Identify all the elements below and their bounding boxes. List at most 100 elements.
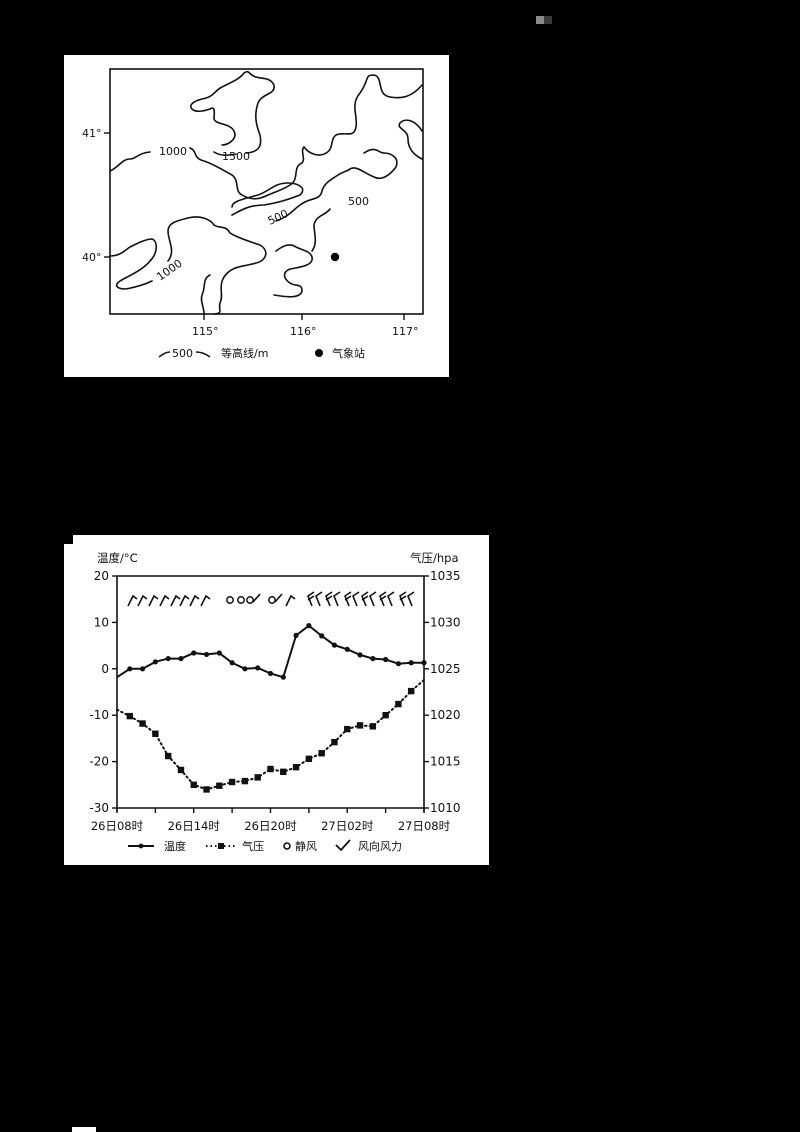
- right-axis-title: 气压/hpa: [410, 551, 459, 565]
- temperature-point: [229, 660, 235, 666]
- temperature-pressure-chart: 温度/°C 气压/hpa 20 10 0 -10 -20 -30 1035 1030 1025 1…: [89, 551, 460, 853]
- pressure-point: [228, 778, 236, 786]
- chart-series: [116, 623, 427, 793]
- temperature-point: [139, 666, 146, 672]
- wind-barb-icon: [179, 594, 190, 607]
- temperature-point: [293, 632, 299, 638]
- x-tick-label: 26日14时: [168, 819, 221, 833]
- lon-label-117: 117°: [392, 325, 419, 338]
- temperature-point: [216, 650, 222, 656]
- pressure-point: [344, 725, 351, 733]
- temperature-point: [203, 651, 210, 658]
- legend-calm-wind: 静风: [295, 839, 317, 853]
- temperature-point: [165, 655, 171, 662]
- x-tick-label: 27日02时: [321, 819, 374, 833]
- wind-barbs-row: [127, 591, 415, 607]
- pressure-line: [116, 678, 425, 791]
- wind-barb-icon: [325, 591, 341, 607]
- temperature-point: [395, 661, 402, 667]
- pressure-point: [292, 763, 300, 771]
- wind-barb-icon: [344, 591, 360, 607]
- pressure-point: [241, 777, 249, 785]
- legend-temperature: 温度: [164, 839, 186, 853]
- calm-wind-icon: [283, 842, 291, 850]
- wind-barb-icon: [137, 594, 148, 607]
- pressure-point: [331, 738, 338, 746]
- wind-barb-icon: [268, 593, 283, 604]
- temperature-point: [306, 623, 312, 629]
- pressure-point: [177, 766, 185, 774]
- pressure-point: [408, 687, 415, 695]
- temperature-point: [408, 660, 414, 666]
- pressure-point: [152, 730, 159, 737]
- right-tick-label: 1020: [430, 708, 461, 722]
- x-tick-label: 27日08时: [398, 819, 451, 833]
- weather-station-marker: [330, 252, 340, 262]
- right-tick-label: 1035: [430, 569, 461, 583]
- map-legend: 500 等高线/m 气象站: [158, 346, 365, 360]
- left-tick-label: -20: [89, 755, 109, 769]
- left-tick-label: 20: [94, 569, 109, 583]
- temperature-line: [116, 624, 424, 679]
- pressure-point: [126, 712, 133, 720]
- contour-label-500-east: 500: [348, 195, 369, 208]
- lat-label-41: 41°: [82, 127, 102, 140]
- pressure-point: [203, 786, 210, 793]
- legend-pressure: 气压: [242, 839, 264, 853]
- left-tick-label: 0: [101, 662, 109, 676]
- temperature-point: [357, 652, 363, 658]
- calm-wind-icon: [237, 596, 245, 604]
- temperature-point: [383, 656, 389, 663]
- wind-barb-icon: [285, 594, 296, 607]
- thumbnail-marker-dark: [544, 16, 552, 24]
- left-tick-label: -30: [89, 801, 109, 815]
- lon-label-116: 116°: [290, 325, 317, 338]
- legend-wind-direction-force: 风向风力: [358, 839, 402, 853]
- pressure-point: [369, 723, 377, 730]
- temperature-point: [242, 666, 248, 672]
- pressure-point: [356, 722, 364, 729]
- thumbnail-marker-light: [536, 16, 544, 24]
- temperature-point: [152, 659, 158, 665]
- wind-barb-icon: [148, 594, 159, 607]
- chart-axes: 20 10 0 -10 -20 -30 1035 1030 1025 1020 1015 1010 26…: [89, 569, 460, 833]
- temperature-point: [255, 665, 261, 671]
- contour-sample-icon: [158, 351, 171, 358]
- pressure-point: [305, 755, 313, 763]
- contour-lines: [109, 70, 423, 315]
- wind-barb-icon: [246, 593, 261, 604]
- wind-barb-icon: [200, 594, 211, 607]
- temperature-point: [331, 642, 338, 648]
- contour-label-1000-south: 1000: [154, 257, 184, 284]
- legend-station-label: 气象站: [332, 346, 365, 360]
- temperature-point: [370, 655, 376, 662]
- pressure-point: [254, 774, 261, 781]
- pressure-point: [395, 700, 402, 708]
- pressure-point: [190, 781, 197, 788]
- wind-barb-icon: [170, 594, 181, 607]
- pressure-point: [164, 752, 172, 760]
- wind-barb-icon: [307, 591, 323, 607]
- wind-barb-icon: [159, 594, 170, 607]
- pressure-point: [280, 768, 287, 776]
- pressure-point: [216, 782, 223, 789]
- contour-label-1000-north: 1000: [159, 145, 187, 158]
- page-bottom-marker: [72, 1127, 96, 1132]
- legend-contour-sample-value: 500: [172, 347, 193, 360]
- contour-label-1500: 1500: [222, 150, 250, 163]
- topographic-map-figure: 41° 40° 115° 116° 117°: [64, 55, 449, 377]
- wind-barb-icon: [399, 591, 415, 607]
- contour-map-svg: 41° 40° 115° 116° 117°: [82, 68, 424, 360]
- station-legend-icon: [315, 349, 323, 357]
- lon-label-115: 115°: [192, 325, 219, 338]
- x-tick-label: 26日20时: [244, 819, 297, 833]
- temperature-point: [280, 674, 286, 680]
- pressure-point: [139, 720, 146, 727]
- temperature-point: [344, 646, 350, 652]
- corner-marker: [64, 535, 73, 544]
- wind-barb-icon: [189, 594, 200, 607]
- left-axis-title: 温度/°C: [97, 551, 138, 565]
- right-tick-label: 1025: [430, 662, 461, 676]
- wind-barb-icon: [379, 591, 395, 607]
- wind-barb-icon: [361, 591, 377, 607]
